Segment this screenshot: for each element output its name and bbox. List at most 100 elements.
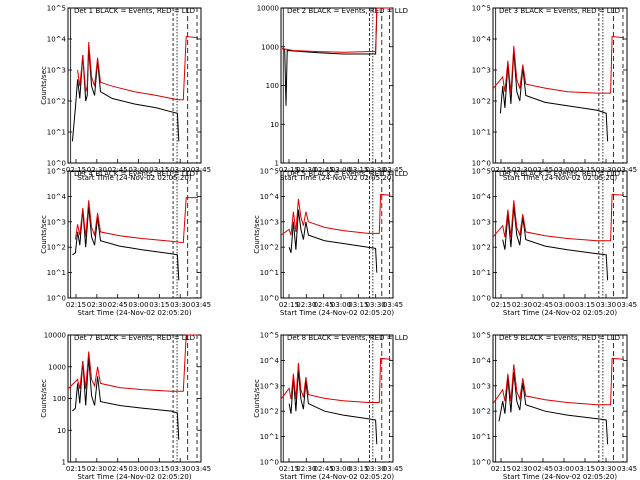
y-tick-label: 10^1 bbox=[47, 269, 66, 277]
x-tick-label: 02:45 bbox=[533, 166, 553, 174]
detector-panel-1: Det 1 BLACK = Events, RED = LLD 10^0 10^1 1… bbox=[40, 5, 211, 183]
x-tick-label: 03:15 bbox=[149, 465, 169, 473]
panel-title: Det 5 BLACK = Events, RED = LLD bbox=[287, 170, 408, 178]
panel-title: Det 1 BLACK = Events, RED = LLD bbox=[74, 7, 195, 15]
y-tick-label: 10^5 bbox=[260, 332, 279, 340]
y-tick-label: 10^3 bbox=[472, 67, 491, 75]
y-tick-label: 10^0 bbox=[47, 160, 66, 168]
x-tick-label: 03:45 bbox=[383, 465, 403, 473]
plot-frame bbox=[492, 334, 628, 463]
y-tick-label: 10^2 bbox=[260, 244, 279, 252]
y-tick-label: 10^2 bbox=[472, 244, 491, 252]
y-tick-label: 10^3 bbox=[260, 382, 279, 390]
lld-series bbox=[74, 197, 198, 244]
y-tick-label: 10000 bbox=[44, 332, 66, 340]
y-tick-label: 10^4 bbox=[472, 357, 492, 365]
y-axis-label: Counts/sec bbox=[40, 215, 48, 254]
y-tick-label: 1 bbox=[62, 459, 66, 467]
x-tick-label: 03:45 bbox=[191, 301, 211, 309]
x-tick-label: 03:15 bbox=[149, 166, 169, 174]
y-tick-label: 10^1 bbox=[472, 269, 491, 277]
lld-series bbox=[492, 357, 625, 406]
x-axis-label: Start Time (24-Nov-02 02:05:20) bbox=[77, 174, 191, 182]
y-tick-label: 1 bbox=[275, 160, 279, 168]
x-tick-label: 02:45 bbox=[108, 465, 128, 473]
panel-title: Det 9 BLACK = Events, RED = LLD bbox=[499, 334, 620, 342]
x-tick-label: 02:15 bbox=[66, 465, 86, 473]
x-tick-label: 03:30 bbox=[596, 166, 616, 174]
lld-series bbox=[492, 193, 625, 242]
y-tick-label: 10^1 bbox=[47, 129, 66, 137]
x-tick-label: 03:00 bbox=[331, 465, 351, 473]
x-tick-label: 03:00 bbox=[128, 166, 148, 174]
y-tick-label: 10^0 bbox=[260, 459, 279, 467]
x-tick-label: 03:15 bbox=[575, 465, 595, 473]
y-tick-label: 10^0 bbox=[472, 459, 491, 467]
events-series bbox=[72, 357, 180, 440]
y-tick-label: 1000 bbox=[261, 43, 279, 51]
panel-title: Det 2 BLACK = Events, RED = LLD bbox=[287, 7, 408, 15]
x-tick-label: 02:45 bbox=[533, 301, 553, 309]
y-tick-label: 10^5 bbox=[472, 332, 491, 340]
x-tick-label: 03:15 bbox=[575, 301, 595, 309]
x-tick-label: 02:45 bbox=[314, 465, 334, 473]
y-tick-label: 10^4 bbox=[472, 193, 492, 201]
detector-panel-7: Det 7 BLACK = Events, RED = LLD 1 10 100 100… bbox=[40, 332, 211, 480]
y-tick-label: 10^5 bbox=[47, 5, 66, 13]
detector-panel-2: Det 2 BLACK = Events, RED = LLD 1 10 100 100… bbox=[257, 5, 408, 183]
y-axis-label: Counts/sec bbox=[253, 379, 261, 418]
x-tick-label: 02:30 bbox=[512, 166, 532, 174]
x-tick-label: 03:00 bbox=[554, 465, 574, 473]
x-tick-label: 03:15 bbox=[149, 301, 169, 309]
x-tick-label: 02:45 bbox=[314, 166, 334, 174]
events-series bbox=[72, 206, 180, 281]
y-tick-label: 10^3 bbox=[47, 218, 66, 226]
y-tick-label: 10^5 bbox=[472, 5, 491, 13]
y-tick-label: 10^4 bbox=[260, 357, 280, 365]
plot-frame bbox=[67, 7, 202, 164]
x-tick-label: 03:30 bbox=[366, 465, 386, 473]
x-tick-label: 03:00 bbox=[554, 166, 574, 174]
x-axis-label: Start Time (24-Nov-02 02:05:20) bbox=[503, 174, 617, 182]
y-tick-label: 10^0 bbox=[260, 295, 279, 303]
x-tick-label: 02:15 bbox=[279, 301, 299, 309]
panel-title: Det 7 BLACK = Events, RED = LLD bbox=[74, 334, 195, 342]
y-tick-label: 1000 bbox=[48, 363, 66, 371]
x-tick-label: 02:15 bbox=[66, 301, 86, 309]
y-axis-label: Counts/sec bbox=[40, 66, 48, 105]
detector-panel-4: Det 4 BLACK = Events, RED = LLD 10^0 10^1 1… bbox=[40, 168, 211, 318]
y-tick-label: 10^4 bbox=[47, 193, 67, 201]
x-tick-label: 03:30 bbox=[366, 166, 386, 174]
x-tick-label: 03:30 bbox=[596, 301, 616, 309]
x-tick-label: 02:30 bbox=[296, 301, 316, 309]
detector-panel-9: Det 9 BLACK = Events, RED = LLD 10^0 10^1 1… bbox=[472, 332, 637, 480]
plot-frame bbox=[280, 170, 394, 299]
x-tick-label: 03:45 bbox=[383, 301, 403, 309]
x-tick-label: 03:30 bbox=[366, 301, 386, 309]
lld-series bbox=[492, 35, 625, 94]
x-tick-label: 02:30 bbox=[296, 465, 316, 473]
y-tick-label: 10^1 bbox=[260, 269, 279, 277]
plot-frame bbox=[492, 170, 628, 299]
x-tick-label: 03:45 bbox=[191, 166, 211, 174]
x-tick-label: 03:45 bbox=[617, 166, 637, 174]
x-tick-label: 02:15 bbox=[66, 166, 86, 174]
panel-title: Det 3 BLACK = Events, RED = LLD bbox=[499, 7, 620, 15]
x-axis-label: Start Time (24-Nov-02 02:05:20) bbox=[280, 174, 394, 182]
y-tick-label: 10^4 bbox=[47, 36, 67, 44]
y-tick-label: 10 bbox=[57, 427, 66, 435]
events-series bbox=[498, 371, 609, 445]
x-tick-label: 03:30 bbox=[596, 465, 616, 473]
x-tick-label: 03:15 bbox=[348, 301, 368, 309]
y-tick-label: 10^3 bbox=[47, 67, 66, 75]
y-tick-label: 10^0 bbox=[472, 295, 491, 303]
y-tick-label: 10^4 bbox=[472, 36, 492, 44]
events-series bbox=[288, 370, 378, 445]
y-tick-label: 10^5 bbox=[472, 168, 491, 176]
x-tick-label: 03:00 bbox=[128, 301, 148, 309]
x-tick-label: 02:15 bbox=[279, 465, 299, 473]
x-axis-label: Start Time (24-Nov-02 02:05:20) bbox=[280, 309, 394, 317]
y-tick-label: 10000 bbox=[257, 5, 279, 13]
y-tick-label: 10^2 bbox=[472, 98, 491, 106]
events-series bbox=[71, 48, 180, 142]
